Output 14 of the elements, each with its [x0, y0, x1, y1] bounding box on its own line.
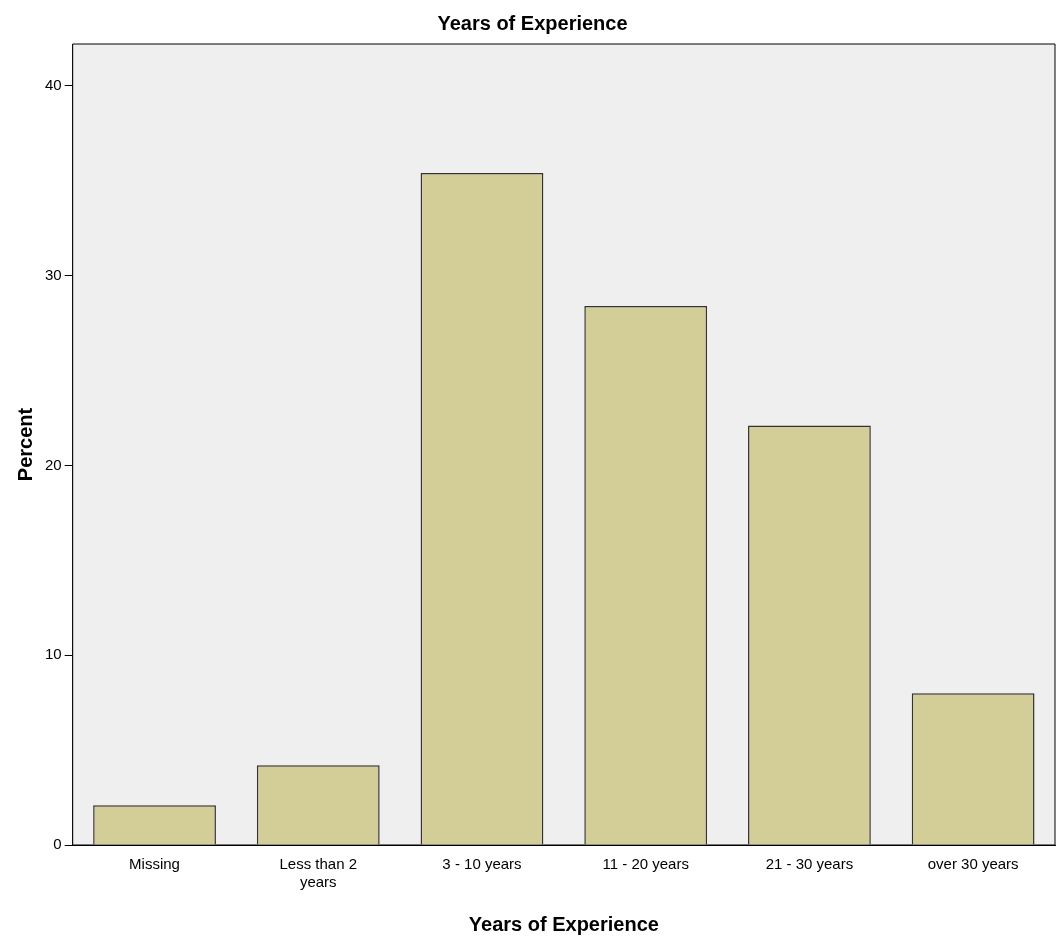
y-tick-label: 30	[45, 265, 62, 283]
x-axis-title: Years of Experience	[468, 912, 659, 935]
y-tick-label: 40	[45, 75, 62, 93]
x-tick-label: Missing	[129, 855, 180, 873]
x-tick-label: 21 - 30 years	[765, 855, 854, 873]
y-axis-title: Percent	[13, 407, 36, 482]
x-tick-label: 11 - 20 years	[602, 855, 689, 873]
x-tick-label: over 30 years	[927, 855, 1019, 873]
x-tick-label: 3 - 10 years	[442, 855, 522, 873]
chart-title: Years of Experience	[437, 11, 628, 34]
y-tick-label: 20	[45, 455, 62, 473]
y-tick-label: 0	[53, 835, 62, 853]
y-tick-label: 10	[45, 645, 62, 663]
x-tick-label: Less than 2 years	[279, 855, 358, 891]
